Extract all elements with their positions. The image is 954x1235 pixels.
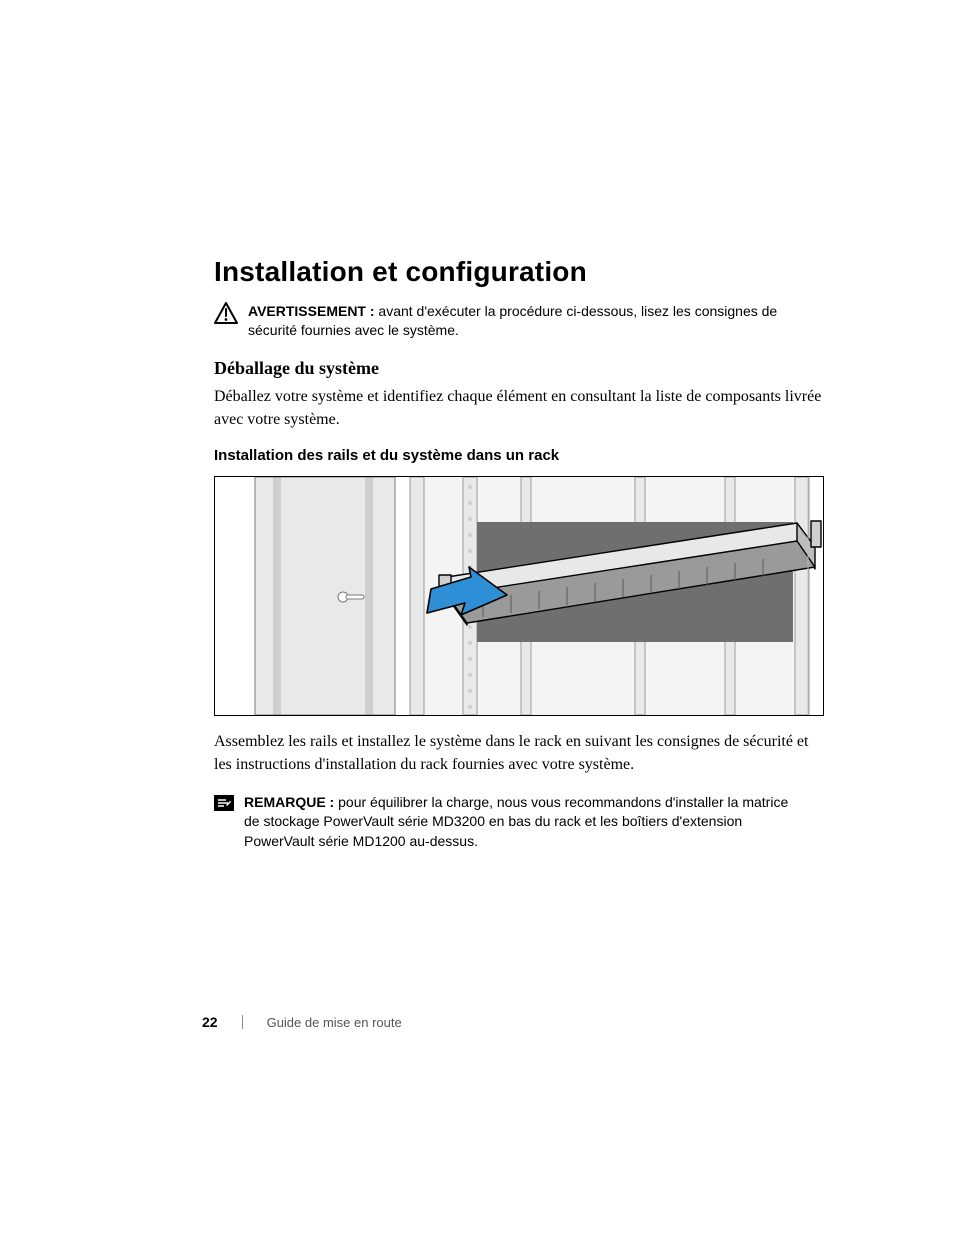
warning-text: AVERTISSEMENT : avant d'exécuter la proc… <box>248 302 808 340</box>
section1-body: Déballez votre système et identifiez cha… <box>214 385 824 431</box>
section2-caption: Assemblez les rails et installez le syst… <box>214 730 824 776</box>
note-icon <box>214 795 234 811</box>
page-number: 22 <box>202 1014 218 1030</box>
warning-block: AVERTISSEMENT : avant d'exécuter la proc… <box>214 302 834 340</box>
page-heading: Installation et configuration <box>214 256 834 288</box>
rack-install-figure <box>214 476 824 716</box>
warning-lead: AVERTISSEMENT : <box>248 303 375 319</box>
section2-title: Installation des rails et du système dan… <box>214 447 834 464</box>
warning-icon <box>214 302 238 324</box>
note-text: REMARQUE : pour équilibrer la charge, no… <box>244 793 804 852</box>
note-lead: REMARQUE : <box>244 794 334 810</box>
document-page: Installation et configuration AVERTISSEM… <box>0 0 954 1235</box>
footer-doc-title: Guide de mise en route <box>267 1015 402 1030</box>
note-block: REMARQUE : pour équilibrer la charge, no… <box>214 793 834 852</box>
section1-title: Déballage du système <box>214 358 834 379</box>
page-footer: 22 Guide de mise en route <box>202 1014 402 1030</box>
footer-separator <box>242 1015 243 1029</box>
